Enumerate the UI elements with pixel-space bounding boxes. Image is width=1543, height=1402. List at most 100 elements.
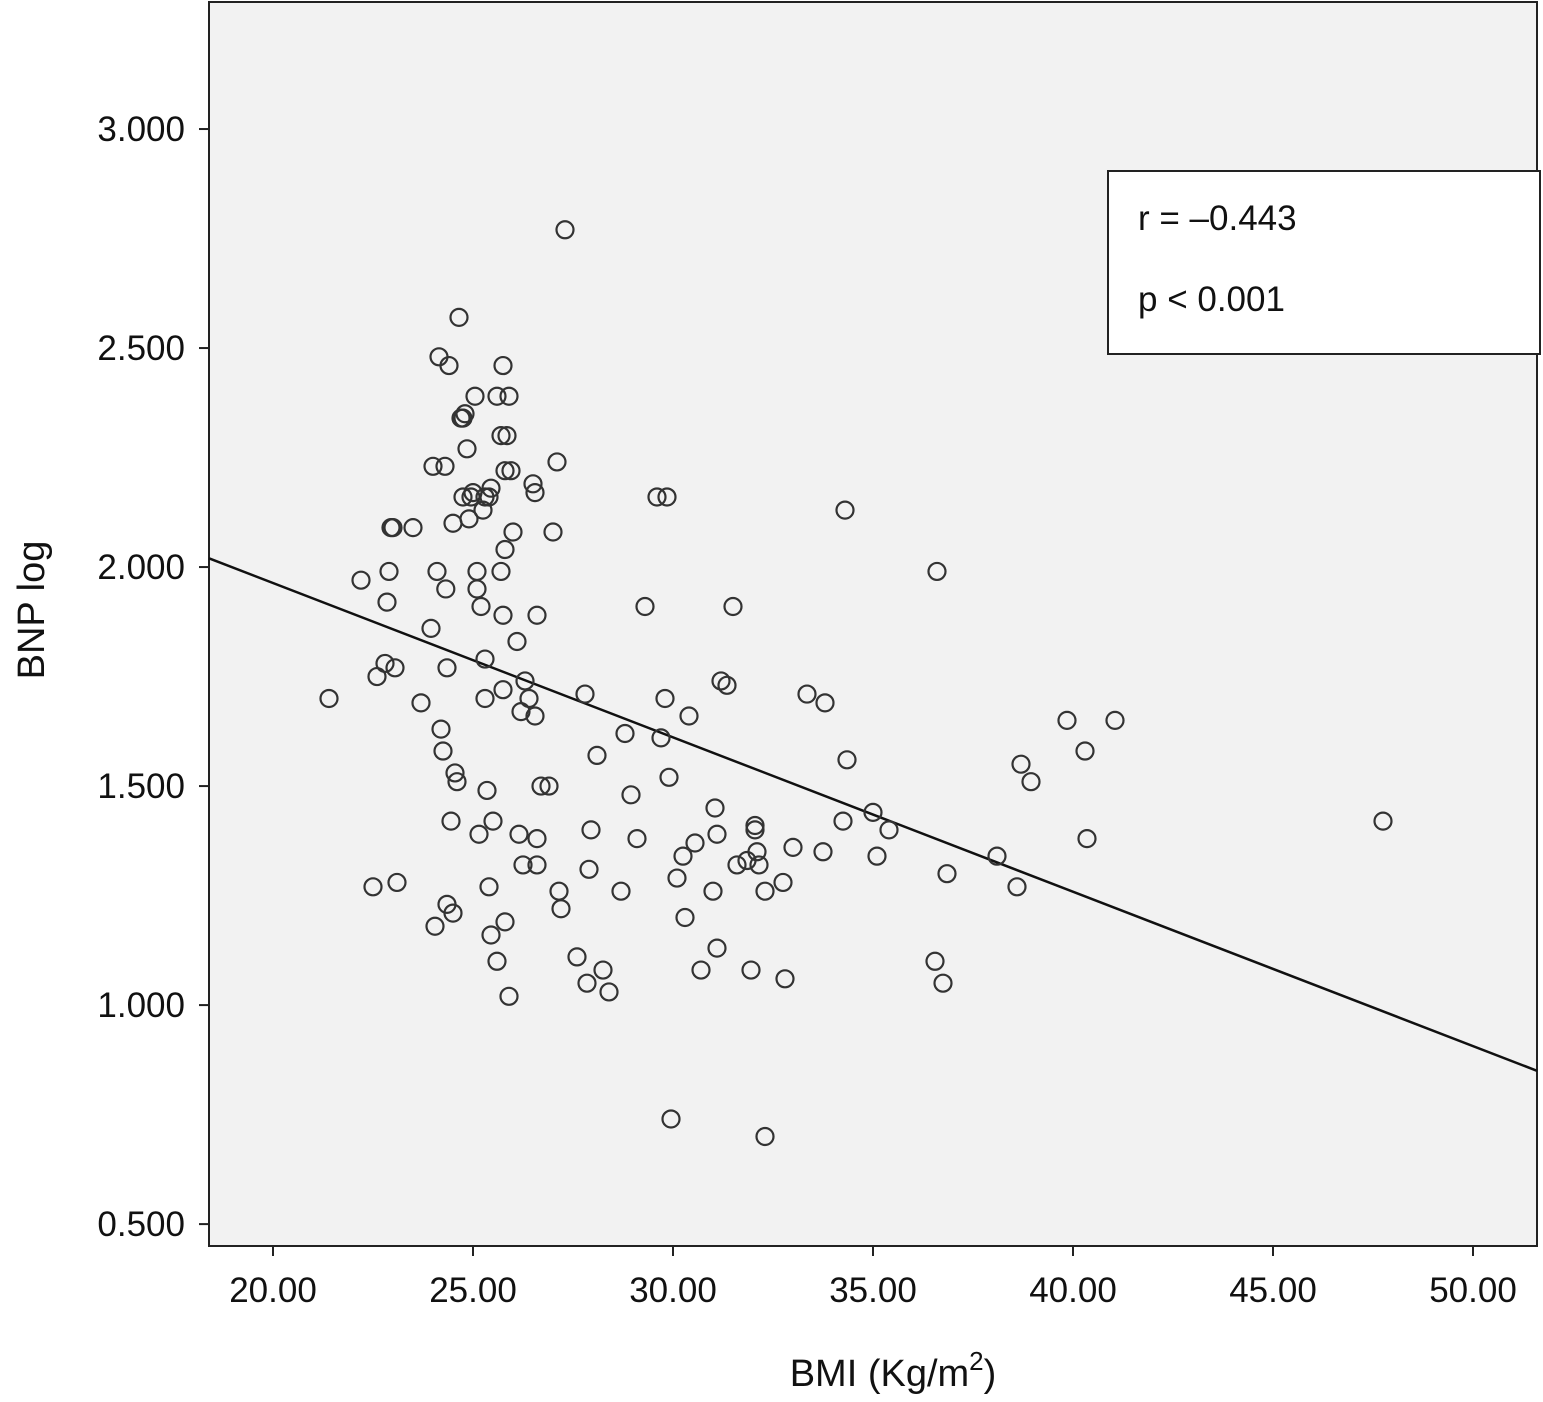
x-axis-title-sup: 2	[969, 1346, 983, 1376]
data-point	[495, 539, 515, 560]
data-point	[543, 522, 563, 542]
data-point	[675, 907, 695, 928]
data-point	[493, 680, 513, 700]
data-point	[525, 706, 545, 726]
data-point	[667, 868, 687, 888]
data-point	[499, 986, 519, 1006]
data-point	[587, 745, 607, 766]
x-tick-label: 50.00	[1429, 1271, 1517, 1310]
y-tick-label: 0.500	[97, 1205, 185, 1244]
data-point	[1105, 710, 1125, 730]
data-point	[833, 811, 853, 831]
data-point	[703, 881, 723, 901]
data-point	[863, 802, 883, 822]
data-points	[319, 220, 1393, 1147]
data-point	[685, 833, 705, 853]
data-point	[655, 688, 675, 709]
data-point	[487, 386, 507, 406]
data-point	[835, 500, 855, 520]
data-point	[479, 877, 499, 897]
data-point	[611, 881, 631, 901]
data-point	[471, 596, 491, 617]
data-point	[475, 688, 495, 709]
p-value-label: p < 0.001	[1138, 280, 1285, 319]
data-point	[539, 776, 559, 796]
data-point	[621, 785, 641, 805]
data-point	[745, 815, 765, 836]
data-point	[493, 355, 513, 376]
data-point	[723, 596, 743, 617]
data-point	[755, 881, 775, 901]
data-point	[411, 693, 431, 713]
stats-box-border	[1107, 170, 1541, 355]
y-tick-label: 3.000	[97, 110, 185, 149]
data-point	[495, 461, 515, 481]
data-point	[567, 947, 587, 967]
data-point	[659, 767, 679, 787]
data-point	[436, 579, 456, 599]
data-point	[493, 605, 513, 625]
data-point	[933, 973, 953, 993]
data-point	[593, 960, 613, 980]
data-point	[513, 855, 533, 875]
data-point	[867, 846, 887, 866]
data-point	[377, 592, 397, 612]
data-point	[705, 798, 725, 818]
stats-box: r = –0.443 p < 0.001	[1107, 170, 1541, 355]
data-point	[491, 426, 511, 446]
data-point	[475, 649, 495, 669]
data-point	[579, 859, 599, 879]
data-point	[459, 509, 479, 529]
data-point	[501, 461, 521, 481]
data-point	[469, 824, 489, 844]
data-point	[453, 487, 473, 507]
data-point	[673, 846, 693, 866]
data-point	[499, 386, 519, 406]
data-point	[441, 811, 461, 831]
data-point	[443, 903, 463, 923]
data-point	[707, 938, 727, 958]
data-point	[1075, 741, 1095, 761]
data-point	[481, 478, 501, 498]
x-axis-title: BMI (Kg/m2)	[790, 1346, 997, 1395]
data-point	[741, 960, 761, 980]
data-point	[547, 452, 567, 472]
data-point	[385, 658, 405, 678]
data-point	[449, 307, 469, 327]
data-point	[575, 684, 595, 704]
data-point	[445, 763, 465, 783]
data-point	[797, 684, 817, 704]
data-point	[627, 829, 647, 849]
data-point	[435, 456, 455, 476]
data-point	[651, 728, 671, 748]
data-point	[375, 653, 395, 674]
data-point	[1007, 877, 1027, 897]
x-tick-label: 30.00	[629, 1271, 717, 1310]
data-point	[773, 872, 793, 893]
data-point	[483, 811, 503, 831]
data-point	[1077, 829, 1097, 849]
y-tick-label: 1.500	[97, 767, 185, 806]
y-tick-label: 2.000	[97, 548, 185, 587]
data-point	[439, 355, 459, 376]
data-point	[747, 842, 767, 862]
data-point	[879, 820, 899, 840]
data-point	[465, 386, 485, 406]
data-point	[775, 969, 795, 989]
data-point	[421, 618, 441, 638]
data-point	[555, 220, 575, 240]
data-point	[615, 723, 635, 744]
data-point	[457, 439, 477, 459]
data-point	[433, 741, 453, 761]
data-point	[431, 719, 451, 739]
data-point	[755, 1126, 775, 1147]
data-point	[467, 579, 487, 599]
data-point	[815, 693, 835, 713]
x-tick-label: 20.00	[229, 1271, 317, 1310]
data-point	[987, 846, 1007, 866]
data-point	[387, 872, 407, 893]
correlation-label: r = –0.443	[1138, 199, 1297, 238]
data-point	[363, 877, 383, 897]
